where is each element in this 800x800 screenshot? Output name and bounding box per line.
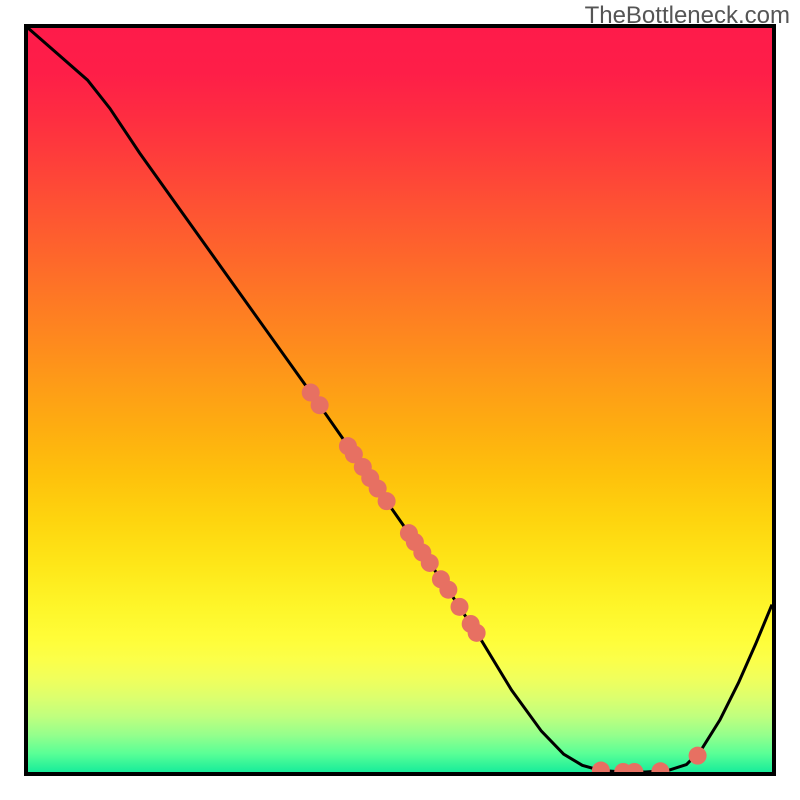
watermark-text: TheBottleneck.com — [585, 2, 790, 30]
data-marker — [378, 492, 396, 510]
data-marker — [651, 762, 669, 780]
bottleneck-chart — [0, 0, 800, 800]
data-marker — [451, 598, 469, 616]
data-marker — [311, 396, 329, 414]
data-marker — [592, 762, 610, 780]
gradient-background — [28, 28, 772, 772]
data-marker — [421, 554, 439, 572]
data-marker — [689, 747, 707, 765]
data-marker — [439, 581, 457, 599]
data-marker — [468, 624, 486, 642]
